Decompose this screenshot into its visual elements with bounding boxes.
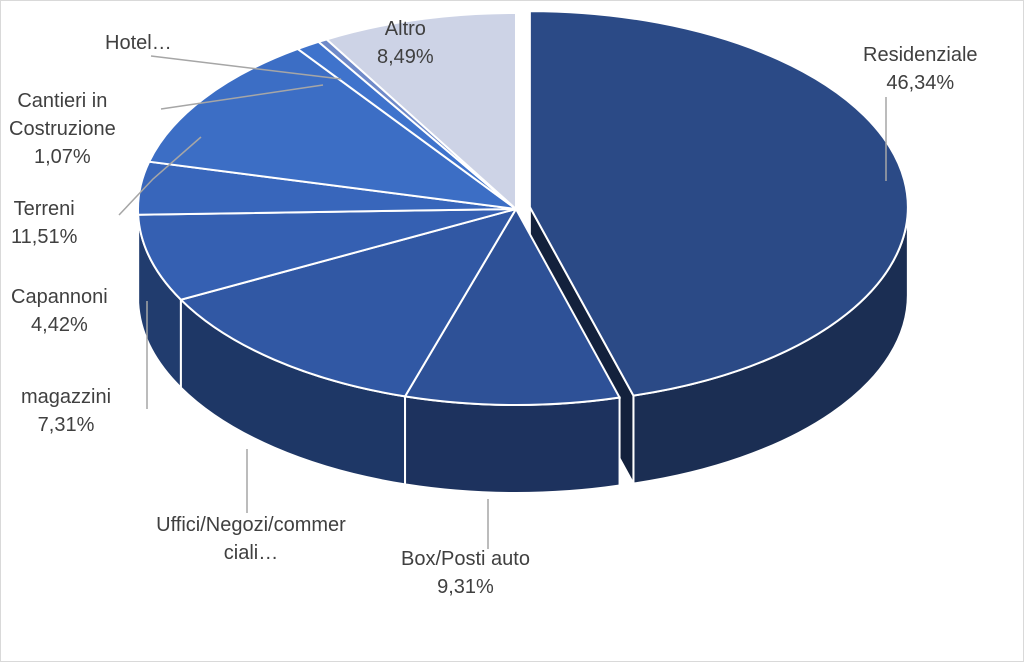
- leader-line-5: [160, 84, 324, 110]
- slice-top-8: [324, 11, 517, 212]
- leader-line-4: [118, 136, 202, 216]
- pie-sides: [137, 206, 909, 494]
- label-box-posti-auto: Box/Posti auto 9,31%: [401, 548, 530, 598]
- leader-lines: [118, 55, 887, 549]
- slice-top-1: [403, 206, 622, 406]
- label-residenziale: Residenziale 46,34%: [863, 44, 978, 94]
- label-cantieri: Cantieri in Costruzione 1,07%: [9, 90, 116, 168]
- label-terreni: Terreni 11,51%: [11, 198, 78, 248]
- label-uffici-negozi: Uffici/Negozi/commer ciali…: [156, 514, 346, 564]
- label-capannoni: Capannoni 4,42%: [11, 286, 108, 336]
- slice-top-3: [137, 208, 517, 301]
- label-hotel: Hotel…: [105, 32, 172, 54]
- slice-side-1: [404, 395, 621, 494]
- label-altro: Altro 8,49%: [377, 18, 434, 68]
- label-magazzini: magazzini 7,31%: [21, 386, 112, 436]
- leader-line-6: [150, 55, 342, 80]
- slice-top-2: [178, 207, 519, 398]
- slice-top-5: [147, 47, 517, 210]
- slice-top-0: [528, 10, 909, 397]
- pie-tops: [137, 10, 909, 406]
